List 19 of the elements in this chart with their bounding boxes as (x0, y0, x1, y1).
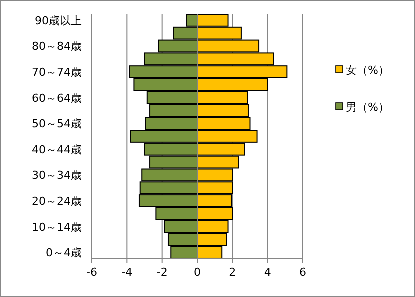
x-tick-label: 0 (194, 266, 201, 279)
legend-label: 男（%） (346, 101, 390, 114)
y-tick-label: 10～14歳 (32, 220, 82, 234)
legend-label: 女（%） (346, 64, 390, 77)
x-tick-label: -2 (156, 266, 168, 279)
x-tick-label: 6 (300, 266, 306, 279)
y-tick-label: 30～34歳 (32, 169, 82, 182)
y-tick-label: 0～4歳 (46, 246, 82, 260)
y-tick-label: 20～24歳 (32, 194, 82, 208)
y-tick-label: 90歳以上 (35, 14, 82, 28)
x-tick-label: -4 (122, 266, 133, 279)
x-tick-label: 2 (229, 266, 236, 279)
y-tick-label: 60～64歳 (32, 92, 82, 105)
y-tick-label: 40～44歳 (32, 143, 82, 156)
x-tick-label: 4 (264, 266, 272, 279)
y-tick-label: 70～74歳 (32, 66, 82, 80)
x-tick-label: -6 (86, 266, 98, 279)
y-tick-label: 50～54歳 (32, 118, 82, 131)
y-tick-label: 80～84歳 (32, 40, 82, 54)
